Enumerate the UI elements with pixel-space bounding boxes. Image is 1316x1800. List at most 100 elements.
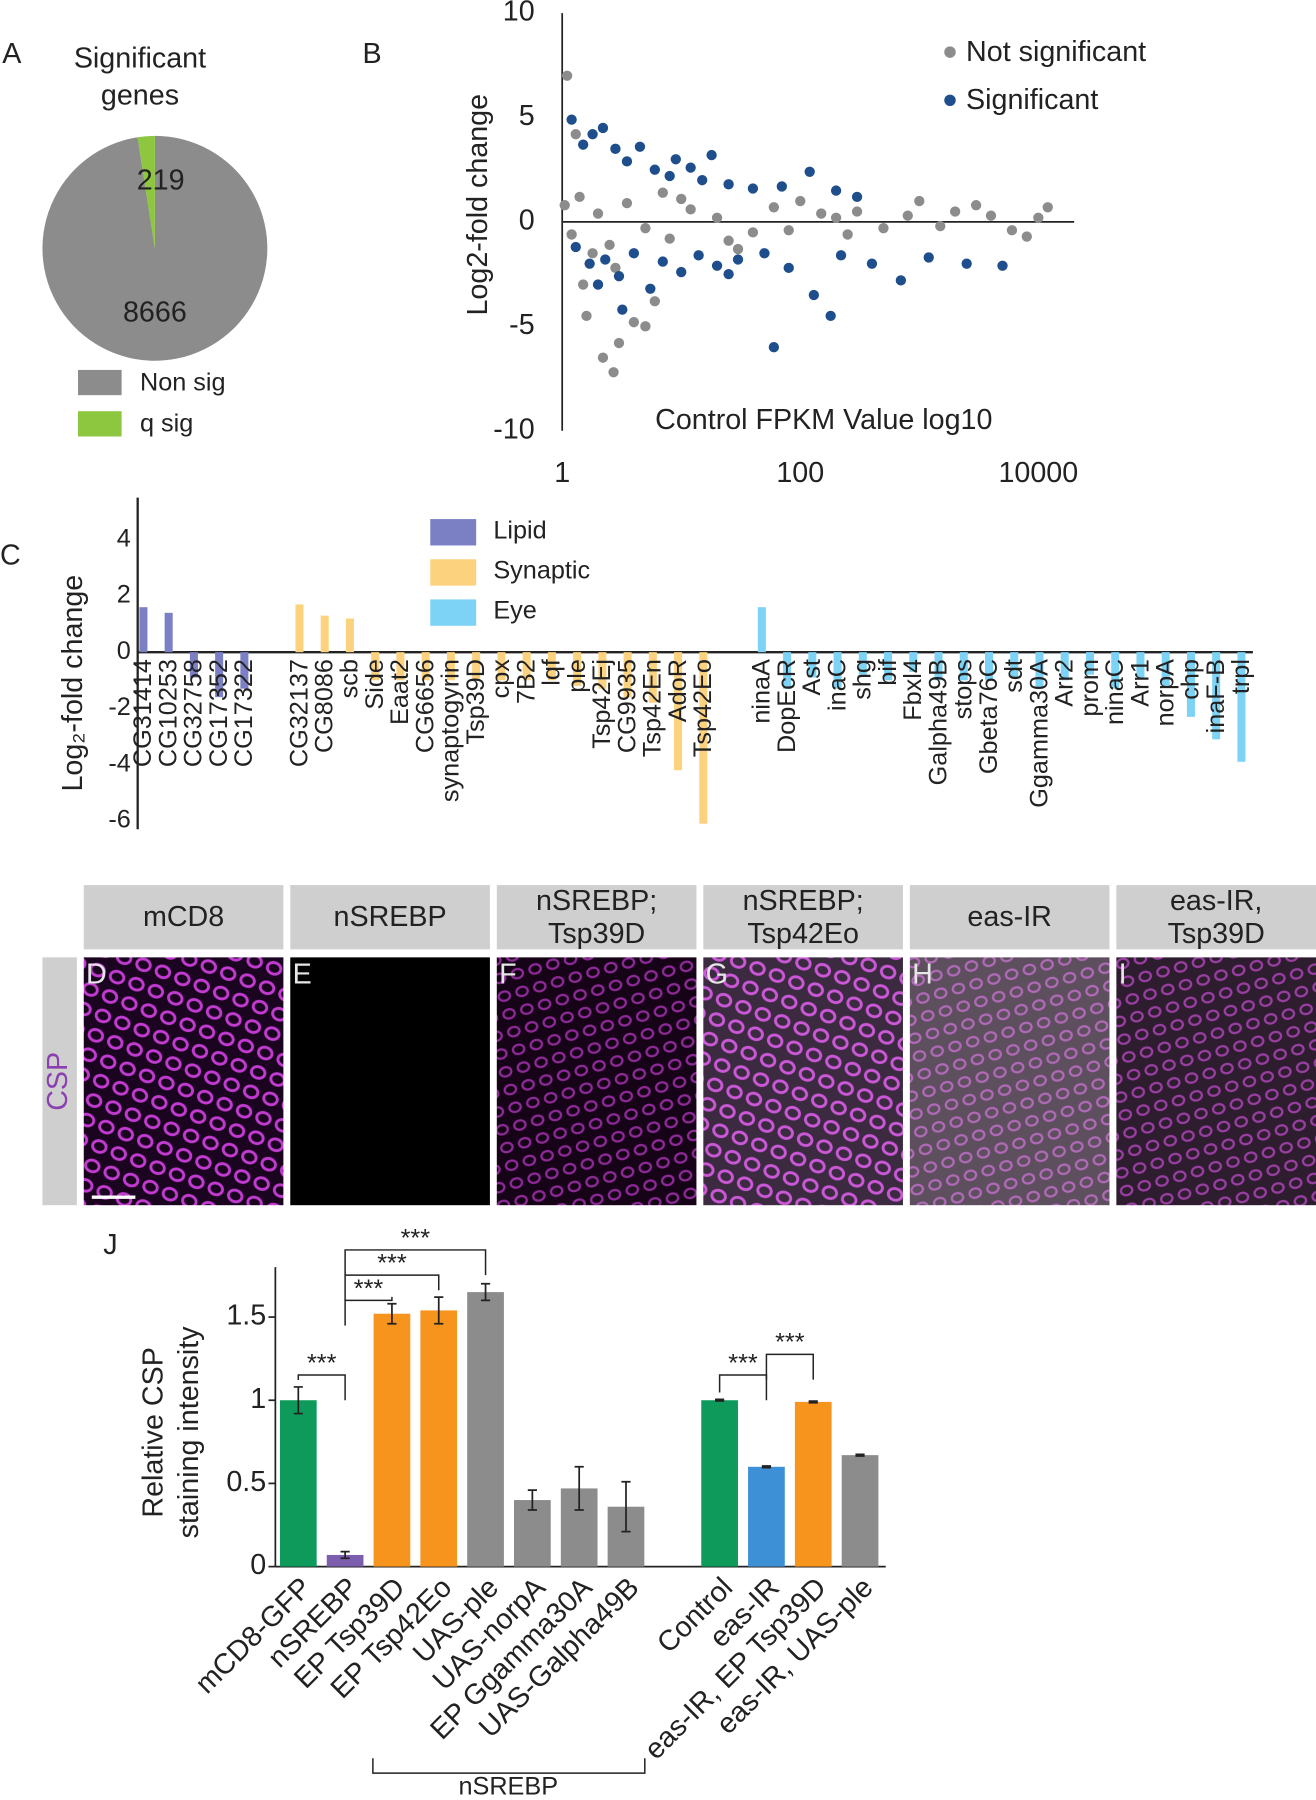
point [830, 212, 842, 223]
x-tick-label: Tsp42Eo [689, 659, 717, 757]
bar [1212, 652, 1221, 740]
bar [189, 652, 198, 678]
x-tick-label: Tsp39D [462, 659, 490, 745]
x-tick-label: Eaat2 [386, 659, 414, 725]
point [657, 256, 668, 267]
y-tick-label: 1 [250, 1383, 266, 1415]
x-tick-label: Galpha49B [924, 659, 952, 785]
point [685, 162, 696, 173]
point [610, 262, 621, 274]
y-tick-label: 5 [519, 100, 535, 132]
point [617, 304, 628, 315]
bar [373, 1313, 411, 1567]
chart-title: Significant [74, 43, 206, 75]
error-bar [293, 1386, 303, 1415]
bar [573, 652, 582, 686]
point [604, 239, 615, 251]
legend-swatch [78, 369, 122, 396]
x-tick-label: CG17322 [230, 659, 258, 767]
bar [623, 652, 632, 698]
point [795, 195, 806, 207]
bar [808, 652, 817, 678]
column-header-box [1116, 885, 1316, 950]
point [747, 227, 759, 238]
y-axis-label: Log2-fold change [462, 94, 494, 316]
significance-bracket [765, 1353, 814, 1380]
legend-label: Non sig [140, 368, 226, 396]
column-title: nSREBP; [743, 885, 864, 917]
x-tick-label: CG17352 [205, 659, 233, 767]
point [657, 187, 668, 198]
y-axis-label: Log₂-fold change [57, 575, 89, 792]
point [559, 200, 570, 211]
x-tick-label: CG32137 [285, 659, 313, 767]
bar [858, 652, 867, 675]
point [628, 316, 640, 328]
legend-swatch [430, 559, 477, 586]
point [577, 139, 589, 150]
x-tick-label: CG31414 [129, 659, 157, 767]
significance-label: *** [307, 1349, 337, 1377]
point [961, 258, 972, 269]
point [645, 283, 656, 294]
column-title: nSREBP; [536, 885, 657, 917]
point [676, 266, 687, 278]
point [768, 342, 780, 353]
point [902, 210, 913, 221]
value-label: 8666 [123, 296, 187, 328]
x-tick-label: prom [1076, 659, 1104, 717]
y-tick-label: -5 [509, 309, 535, 341]
bar [1111, 652, 1120, 689]
y-tick-label: -6 [108, 806, 130, 834]
point [723, 235, 734, 246]
point [706, 149, 717, 161]
x-tick-label: Gbeta76C [975, 659, 1003, 774]
x-tick-label: 10000 [998, 457, 1078, 489]
column-title: Tsp39D [548, 918, 645, 950]
pie-slice [137, 135, 155, 249]
x-tick-label: Arr1 [1126, 659, 1154, 707]
point [1033, 212, 1044, 223]
error-bar [387, 1302, 397, 1325]
error-bar [761, 1465, 772, 1469]
panel-letter: G [706, 958, 728, 990]
chart-title: genes [101, 79, 179, 111]
bar [934, 652, 943, 681]
significance-bracket [297, 1374, 346, 1401]
micrograph [1116, 957, 1316, 1206]
point [985, 210, 997, 221]
point [935, 220, 946, 232]
x-tick-label: Tsp42Ej [588, 659, 616, 749]
x-tick-label: Tsp42En [639, 659, 667, 757]
point [923, 252, 934, 263]
group-bracket [372, 1758, 646, 1774]
significance-bracket [344, 1249, 487, 1276]
y-tick-label: -2 [108, 693, 130, 721]
point [830, 185, 842, 196]
bar [345, 618, 354, 653]
point [1006, 225, 1018, 236]
x-tick-label: AdoR [664, 659, 692, 722]
x-tick-label: Side [361, 659, 389, 710]
bar [757, 607, 766, 653]
legend-label: Significant [966, 84, 1098, 116]
bar [446, 652, 455, 681]
micrograph [496, 957, 697, 1206]
x-tick-label: CG32758 [180, 659, 208, 767]
panel-letter: E [293, 958, 312, 990]
column-header-box [496, 885, 697, 950]
point [723, 268, 734, 280]
error-bar [621, 1480, 631, 1533]
point [600, 254, 611, 265]
micrograph [290, 957, 490, 1206]
image-panels [83, 885, 1316, 1206]
bar [959, 652, 968, 681]
panel-letter: C [0, 540, 21, 572]
x-tick-label: chp [1177, 659, 1205, 700]
x-tick-label: 1 [554, 457, 570, 489]
point [783, 225, 794, 236]
point [711, 260, 723, 271]
point [685, 204, 696, 215]
significance-label: *** [728, 1349, 758, 1377]
